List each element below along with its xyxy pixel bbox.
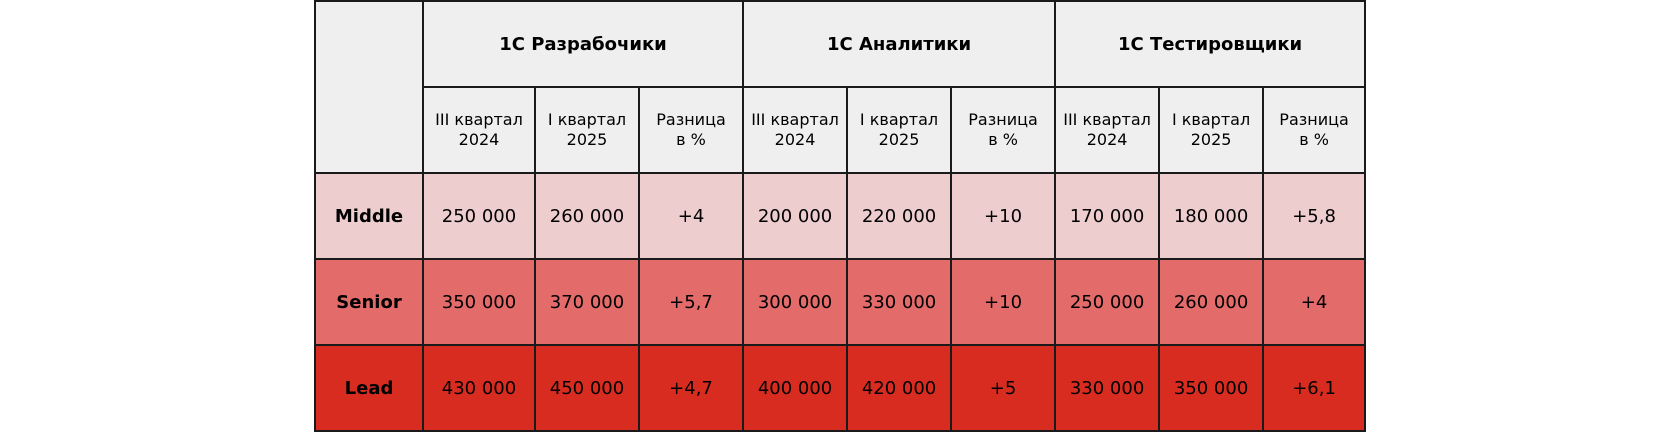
- subheader-line1: Разница: [968, 110, 1038, 129]
- row-label: Senior: [314, 258, 424, 346]
- table-cell: +4,7: [637, 344, 745, 432]
- period-header-row: III квартал 2024 I квартал 2025 Разница …: [315, 86, 1367, 174]
- subheader-q1-2025: I квартал 2025: [1158, 86, 1265, 174]
- row-label: Middle: [314, 172, 424, 260]
- corner-cell: [314, 0, 424, 174]
- subheader-line1: III квартал: [435, 110, 523, 129]
- table-cell: 250 000: [1054, 258, 1161, 346]
- table-cell: +4: [1262, 258, 1367, 346]
- subheader-line2: 2025: [878, 130, 920, 149]
- table-cell: 300 000: [742, 258, 849, 346]
- group-header-row: 1С Разрабочики 1С Аналитики 1С Тестировщ…: [314, 0, 1367, 174]
- table-cell: +5: [950, 344, 1057, 432]
- salary-comparison-table: 1С Разрабочики 1С Аналитики 1С Тестировщ…: [314, 0, 1367, 432]
- group-header-testers: 1С Тестировщики: [1054, 0, 1367, 88]
- subheader-line1: Разница: [656, 110, 726, 129]
- subheader-line2: 2024: [458, 130, 500, 149]
- subheader-line2: 2024: [774, 130, 816, 149]
- table-row-senior: Senior 350 000 370 000 +5,7 300 000 330 …: [314, 258, 1367, 346]
- subheader-q1-2025: I квартал 2025: [534, 86, 640, 174]
- table-cell: 350 000: [422, 258, 536, 346]
- table-cell: 450 000: [534, 344, 640, 432]
- subheader-line2: в %: [988, 130, 1018, 149]
- subheader-line1: III квартал: [1063, 110, 1151, 129]
- table-cell: 330 000: [1054, 344, 1161, 432]
- group-header-analysts: 1С Аналитики: [742, 0, 1057, 88]
- row-label: Lead: [314, 344, 424, 432]
- subheader-line2: в %: [1299, 130, 1329, 149]
- table-cell: +5,8: [1262, 172, 1367, 260]
- subheader-line1: Разница: [1279, 110, 1349, 129]
- subheader-q3-2024: III квартал 2024: [1054, 86, 1161, 174]
- subheader-q3-2024: III квартал 2024: [422, 86, 536, 174]
- subheader-q3-2024: III квартал 2024: [742, 86, 849, 174]
- subheader-line1: I квартал: [1171, 110, 1251, 129]
- subheader-q1-2025: I квартал 2025: [846, 86, 953, 174]
- table-cell: 170 000: [1054, 172, 1161, 260]
- table-cell: 400 000: [742, 344, 849, 432]
- table-cell: 220 000: [846, 172, 953, 260]
- table-cell: 260 000: [1158, 258, 1265, 346]
- subheader-difference: Разница в %: [1262, 86, 1367, 174]
- table-cell: 250 000: [422, 172, 536, 260]
- table-cell: 200 000: [742, 172, 849, 260]
- table-row-lead: Lead 430 000 450 000 +4,7 400 000 420 00…: [314, 344, 1367, 432]
- table-cell: 370 000: [534, 258, 640, 346]
- table-cell: +10: [950, 172, 1057, 260]
- table-cell: 430 000: [422, 344, 536, 432]
- subheader-difference: Разница в %: [637, 86, 745, 174]
- group-header-developers: 1С Разрабочики: [421, 0, 745, 88]
- subheader-line1: I квартал: [547, 110, 627, 129]
- table-cell: +10: [950, 258, 1057, 346]
- subheader-line2: 2025: [1190, 130, 1232, 149]
- table-cell: +5,7: [637, 258, 745, 346]
- table-cell: 260 000: [534, 172, 640, 260]
- subheader-line2: 2025: [566, 130, 608, 149]
- table-cell: 350 000: [1158, 344, 1265, 432]
- table-row-middle: Middle 250 000 260 000 +4 200 000 220 00…: [314, 172, 1367, 260]
- subheader-line1: III квартал: [751, 110, 839, 129]
- table-cell: 330 000: [846, 258, 953, 346]
- table-cell: +4: [637, 172, 745, 260]
- subheader-line1: I квартал: [859, 110, 939, 129]
- subheader-difference: Разница в %: [950, 86, 1057, 174]
- subheader-line2: в %: [676, 130, 706, 149]
- table-cell: 180 000: [1158, 172, 1265, 260]
- table-cell: +6,1: [1262, 344, 1367, 432]
- subheader-line2: 2024: [1086, 130, 1128, 149]
- table-cell: 420 000: [846, 344, 953, 432]
